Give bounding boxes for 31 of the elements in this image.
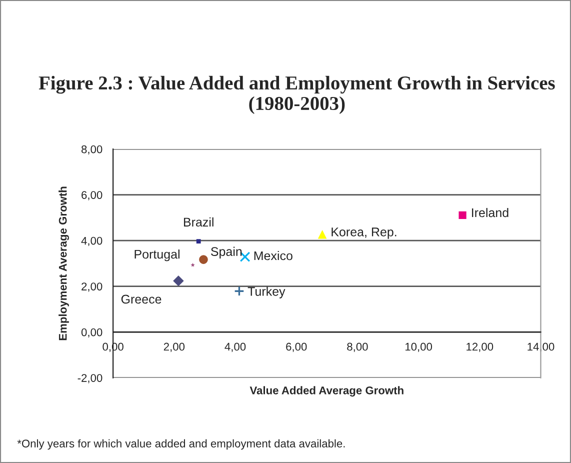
point	[318, 230, 327, 239]
series-label: Spain	[210, 246, 242, 258]
x-axis-title: Value Added Average Growth	[250, 386, 404, 397]
y-tick-label: 0,00	[81, 328, 102, 338]
point	[458, 211, 466, 219]
series-label: Brazil	[184, 217, 214, 227]
y-tick-label: 2,00	[82, 282, 102, 292]
x-tick-label: 6,00	[286, 342, 307, 352]
series-label: Turkey	[248, 286, 286, 298]
x-tick-label: 8,00	[347, 342, 368, 352]
y-tick-label: 8,00	[82, 145, 102, 155]
y-axis-title: Employment Average Growth	[58, 186, 69, 340]
text: *Only years for which value added and employment data available.	[17, 439, 345, 450]
point	[234, 286, 244, 296]
series-label: Portugal	[134, 250, 180, 262]
y-tick-label: 4,00	[81, 236, 102, 246]
x-tick-label: 14,00	[528, 342, 554, 352]
point	[199, 255, 208, 264]
y-tick-label: -2,00	[78, 374, 102, 384]
series-label: Ireland	[472, 208, 508, 218]
point	[173, 275, 184, 286]
series-label: Greece	[121, 294, 162, 304]
series-label: Mexico	[254, 250, 292, 260]
x-tick-label: 10,00	[405, 342, 432, 352]
series-label: Korea, Rep.	[332, 228, 396, 239]
point	[196, 239, 201, 244]
y-tick-label: 6,00	[82, 191, 102, 200]
x-tick-label: 2,00	[164, 342, 185, 352]
chart-title: Figure 2.3 : Value Added and Employment Growth in Services (1980-2003)	[38, 76, 555, 114]
x-tick-label: 12,00	[466, 342, 494, 352]
x-tick-label: 4,00	[224, 342, 246, 352]
